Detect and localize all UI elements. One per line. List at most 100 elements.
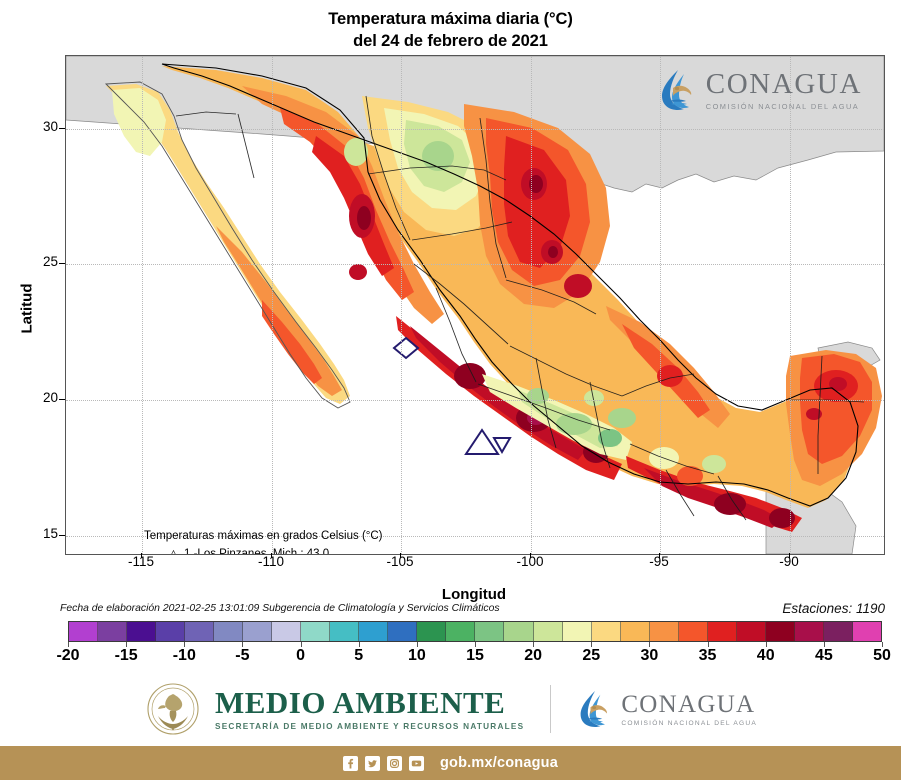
colorbar-tick-label-5: 5 xyxy=(354,647,364,664)
social-media-bar: gob.mx/conagua xyxy=(0,746,901,780)
colorbar-tick-label-3: -5 xyxy=(235,647,250,664)
ytick-label-15: 15 xyxy=(42,526,58,541)
ytick-label-20: 20 xyxy=(42,390,58,405)
colorbar-swatch-0 xyxy=(69,622,99,641)
xtick-label-1: -110 xyxy=(257,554,285,569)
marker-diamond xyxy=(392,336,420,360)
colorbar-tick-mark-1 xyxy=(126,642,128,647)
colorbar-tick-label-0: -20 xyxy=(56,647,80,664)
colorbar-tick-mark-0 xyxy=(68,642,69,647)
conagua-map-logo-name: CONAGUA xyxy=(705,67,862,100)
colorbar-tick-label-7: 15 xyxy=(466,647,484,664)
colorbar-swatch-7 xyxy=(272,622,302,641)
ytick-mark-20 xyxy=(59,399,65,400)
gridline-x-90 xyxy=(790,56,792,554)
colorbar-swatch-23 xyxy=(736,622,766,641)
colorbar-tick-label-12: 40 xyxy=(756,647,775,664)
xtick-label-4: -95 xyxy=(649,554,669,569)
gridline-y-25 xyxy=(66,264,884,266)
triangle-up-icon: △ xyxy=(169,547,178,555)
ytick-label-25: 25 xyxy=(42,254,58,269)
xtick-mark-1 xyxy=(271,553,272,558)
agency-name: CONAGUA xyxy=(621,690,756,718)
colorbar-swatch-16 xyxy=(533,622,563,641)
colorbar-swatch-2 xyxy=(127,622,157,641)
conagua-footer-logo: CONAGUA COMISIÓN NACIONAL DEL AGUA xyxy=(577,688,757,730)
map-canvas: CONAGUA COMISIÓN NACIONAL DEL AGUA Tempe… xyxy=(66,56,884,554)
colorbar-tick-mark-14 xyxy=(882,642,883,647)
colorbar-swatch-15 xyxy=(504,622,534,641)
colorbar-tick-mark-10 xyxy=(649,642,651,647)
xtick-label-5: -90 xyxy=(779,554,799,569)
xtick-mark-4 xyxy=(659,553,660,558)
gridline-x-95 xyxy=(660,56,662,554)
state-borders xyxy=(175,95,865,521)
title-line-2: del 24 de febrero de 2021 xyxy=(353,32,548,51)
gridline-x-115 xyxy=(142,56,144,554)
colorbar-swatch-10 xyxy=(359,622,389,641)
colorbar-swatch-26 xyxy=(823,622,853,641)
elaboration-note: Fecha de elaboración 2021-02-25 13:01:09… xyxy=(60,603,500,614)
colorbar-swatch-6 xyxy=(243,622,273,641)
xtick-label-2: -105 xyxy=(386,554,414,569)
twitter-icon[interactable] xyxy=(364,755,380,771)
station-markers xyxy=(392,336,512,455)
colorbar-tick-mark-7 xyxy=(475,642,476,647)
title-line-1: Temperatura máxima diaria (°C) xyxy=(328,10,573,28)
xtick-mark-2 xyxy=(400,553,401,558)
gob-mx-url[interactable]: gob.mx/conagua xyxy=(439,755,558,771)
colorbar-tick-label-13: 45 xyxy=(814,647,833,664)
colorbar-swatch-22 xyxy=(707,622,737,641)
station-legend-heading: Temperaturas máximas en grados Celsius (… xyxy=(144,530,383,542)
colorbar-swatch-14 xyxy=(475,622,505,641)
colorbar-swatch-27 xyxy=(852,622,881,641)
y-axis-label: Latitud xyxy=(18,283,36,334)
conagua-map-logo: CONAGUA COMISIÓN NACIONAL DEL AGUA xyxy=(658,68,862,112)
page-title: Temperatura máxima diaria (°C) del 24 de… xyxy=(0,8,901,53)
mexico-temperature-contour-map xyxy=(66,56,884,554)
colorbar-swatch-11 xyxy=(388,622,418,641)
conagua-water-icon-footer xyxy=(580,691,608,727)
colorbar-tick-mark-5 xyxy=(358,642,360,647)
ytick-mark-25 xyxy=(59,263,65,264)
colorbar-tick-label-4: 0 xyxy=(296,647,306,664)
instagram-icon[interactable] xyxy=(386,755,402,771)
youtube-icon[interactable] xyxy=(408,755,424,771)
colorbar-swatch-4 xyxy=(185,622,215,641)
xtick-mark-0 xyxy=(141,553,142,558)
ytick-label-30: 30 xyxy=(42,119,58,134)
colorbar-tick-label-1: -15 xyxy=(114,647,138,664)
brand-divider xyxy=(550,685,552,733)
contour-fills xyxy=(106,66,882,532)
colorbar-swatch-24 xyxy=(765,622,795,641)
ytick-mark-15 xyxy=(59,535,65,536)
facebook-icon[interactable] xyxy=(342,755,358,771)
colorbar-tick-mark-3 xyxy=(242,642,244,647)
colorbar-tick-mark-4 xyxy=(300,642,302,647)
colorbar-swatch-18 xyxy=(591,622,621,641)
mexico-coat-of-arms-icon xyxy=(147,683,199,735)
gridline-y-30 xyxy=(66,129,884,131)
colorbar-tick-mark-13 xyxy=(823,642,825,647)
temperature-colorbar xyxy=(68,621,882,642)
colorbar-tick-label-9: 25 xyxy=(582,647,601,664)
ministry-name: MEDIO AMBIENTE xyxy=(214,685,506,720)
colorbar-swatch-17 xyxy=(562,622,592,641)
gridline-y-20 xyxy=(66,400,884,402)
colorbar-tick-mark-6 xyxy=(416,642,418,647)
stations-count-note: Estaciones: 1190 xyxy=(782,601,885,616)
xtick-mark-5 xyxy=(789,553,790,558)
colorbar-tick-label-10: 30 xyxy=(640,647,659,664)
country-borders xyxy=(104,63,859,507)
gridline-x-100 xyxy=(531,56,533,554)
colorbar-tick-mark-12 xyxy=(765,642,767,647)
xtick-label-0: -115 xyxy=(127,554,155,569)
colorbar-tick-mark-8 xyxy=(533,642,535,647)
colorbar-tick-label-8: 20 xyxy=(524,647,543,664)
xtick-mark-3 xyxy=(530,553,531,558)
colorbar-swatch-1 xyxy=(98,622,128,641)
colorbar-tick-label-6: 10 xyxy=(407,647,426,664)
gridline-x-105 xyxy=(401,56,403,554)
colorbar-swatch-21 xyxy=(678,622,708,641)
